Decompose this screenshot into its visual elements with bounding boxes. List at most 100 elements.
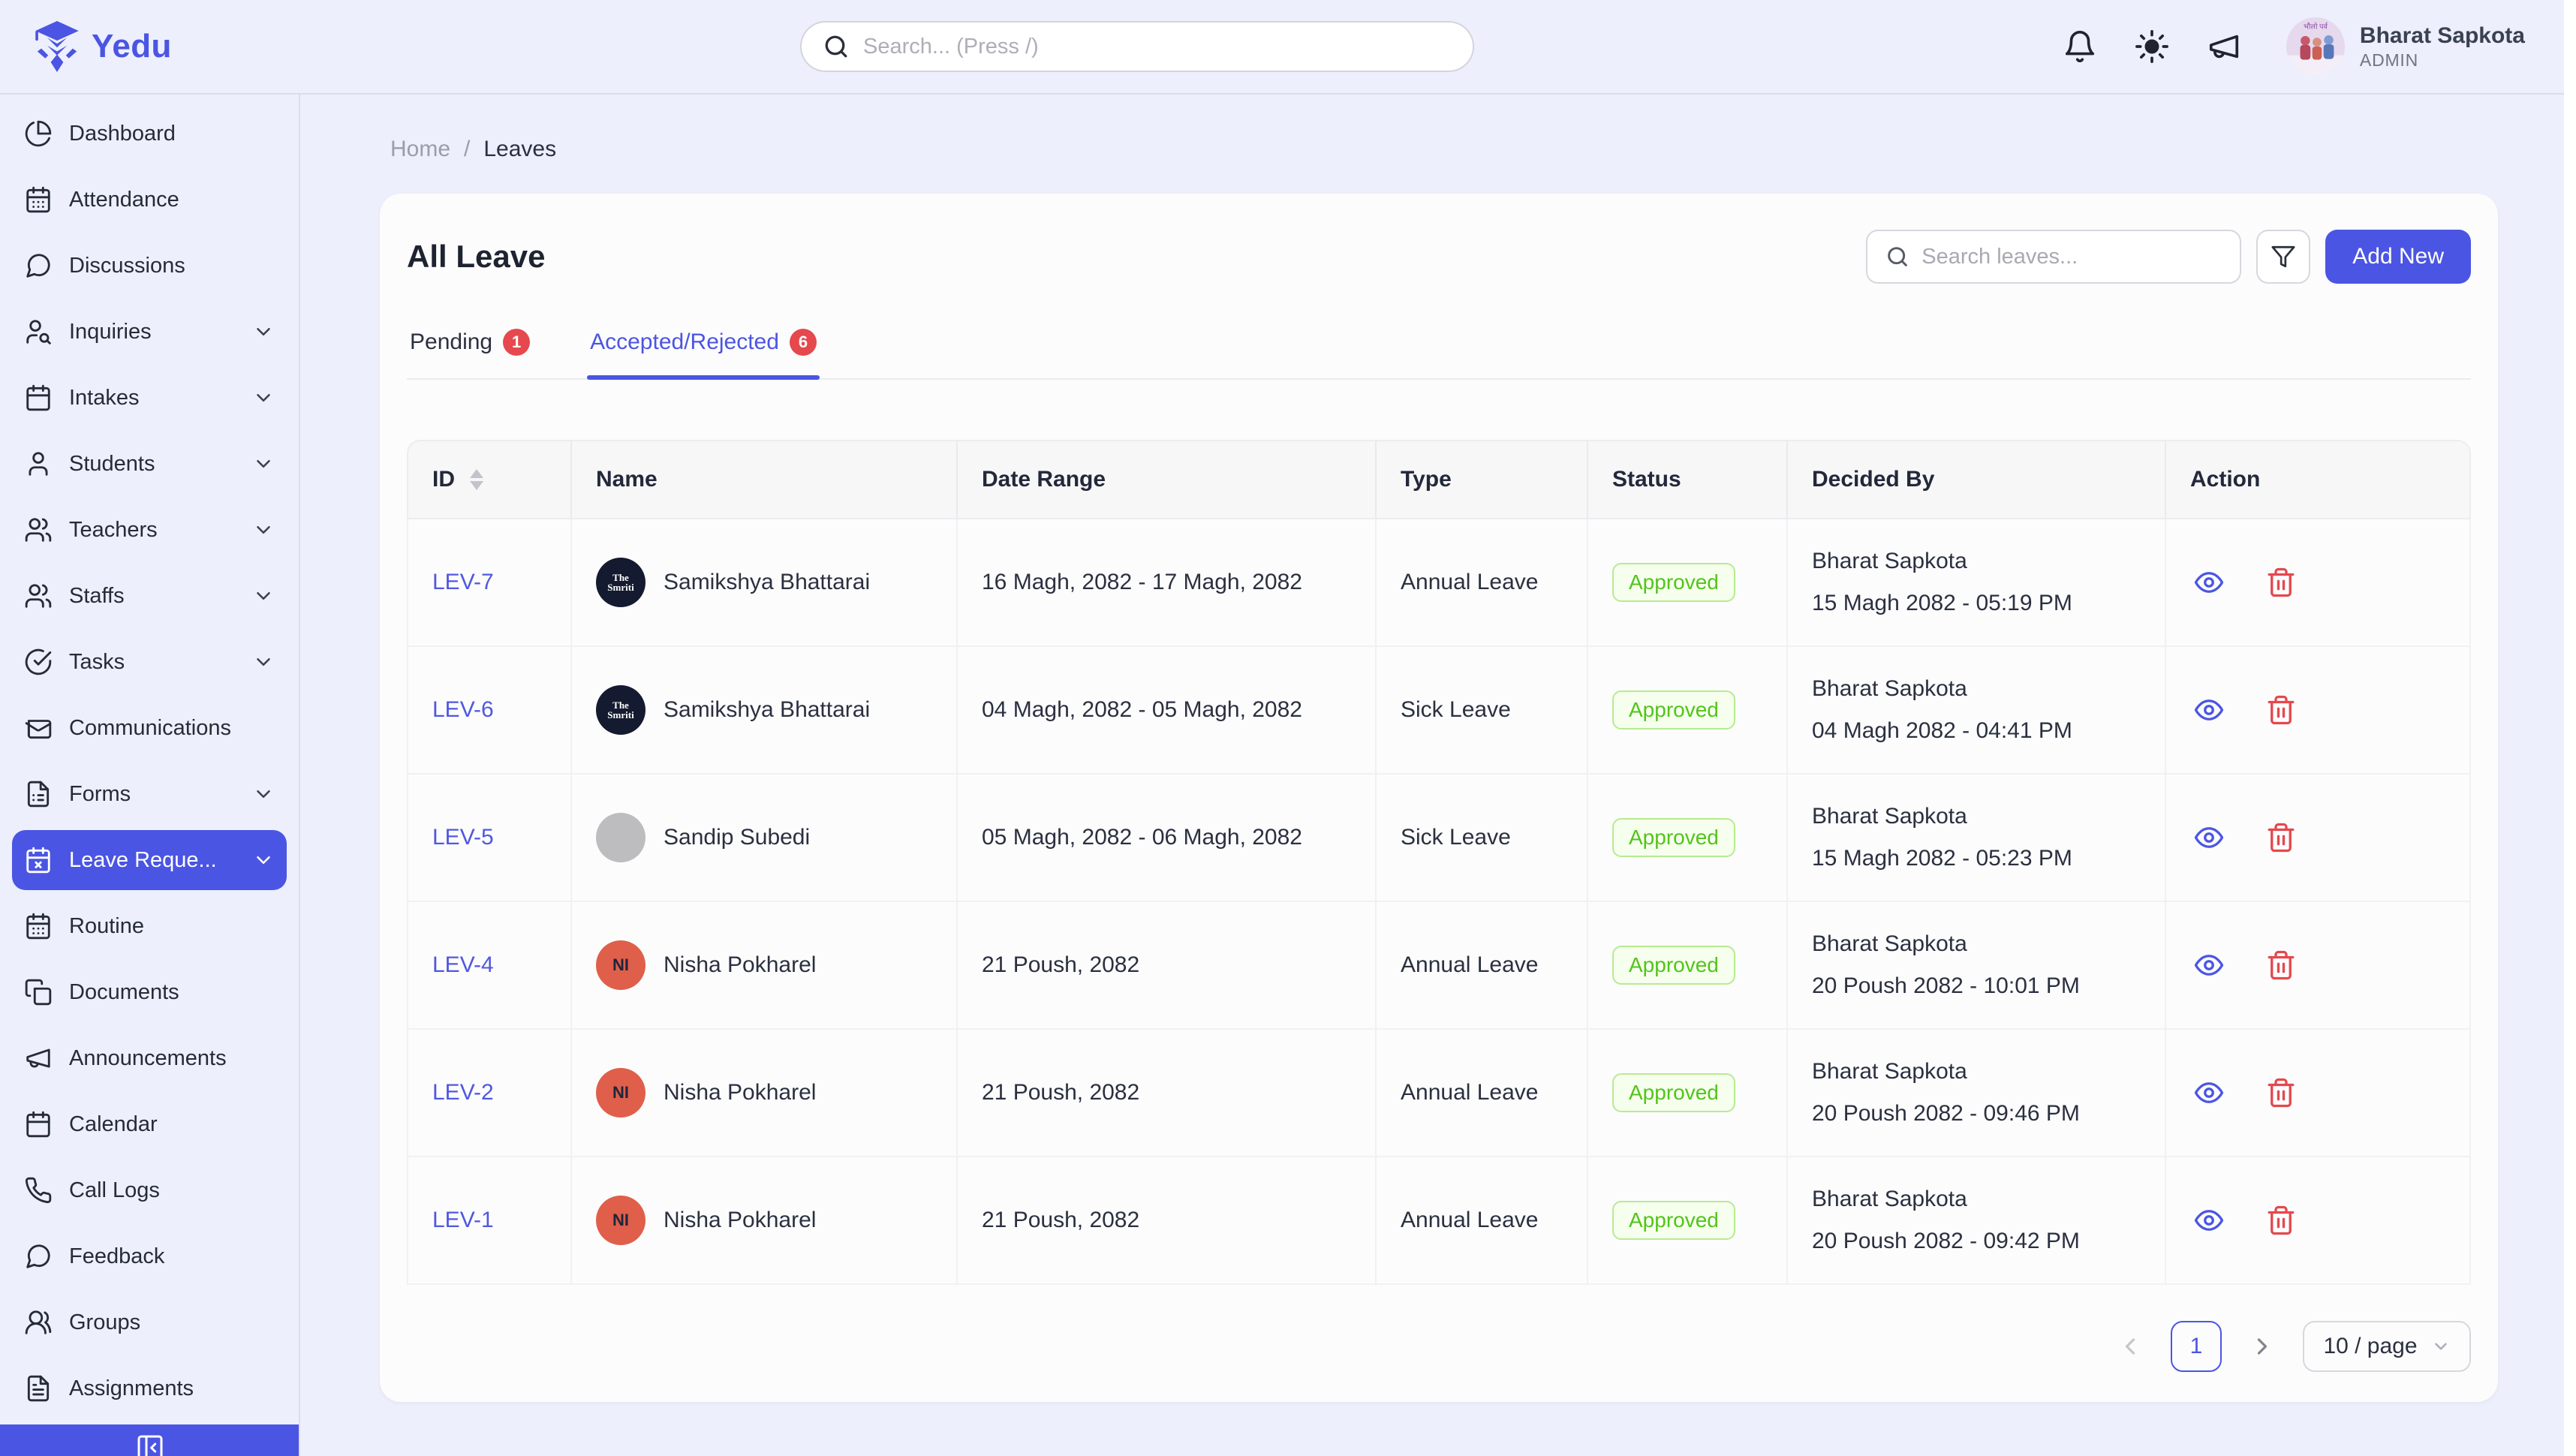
column-header-label: Name xyxy=(596,467,658,492)
cell-decided-by: Bharat Sapkota 15 Magh 2082 - 05:19 PM xyxy=(1788,519,2166,647)
copy-icon xyxy=(25,979,52,1006)
avatar: NI xyxy=(596,1196,646,1245)
brand-logo[interactable]: Yedu xyxy=(33,21,300,72)
sidebar-item-staffs[interactable]: Staffs xyxy=(12,566,287,626)
sidebar-item-inquiries[interactable]: Inquiries xyxy=(12,302,287,362)
sidebar-item-assignments[interactable]: Assignments xyxy=(12,1358,287,1418)
tab-count-badge: 1 xyxy=(503,329,531,356)
eye-icon xyxy=(2194,1210,2224,1231)
cell-date-range: 16 Magh, 2082 - 17 Magh, 2082 xyxy=(958,519,1377,647)
tab-accepted-rejected[interactable]: Accepted/Rejected 6 xyxy=(587,320,820,380)
status-badge: Approved xyxy=(1612,1201,1735,1240)
filter-button[interactable] xyxy=(2256,230,2311,284)
cell-name: The Smriti Samikshya Bhattarai xyxy=(572,519,958,647)
leave-search-input[interactable] xyxy=(1921,244,2222,269)
delete-button[interactable] xyxy=(2265,949,2297,981)
scrollbar[interactable] xyxy=(2564,0,2576,1456)
global-search-input[interactable] xyxy=(863,34,1452,59)
avatar: The Smriti xyxy=(596,558,646,607)
user-menu[interactable]: भाैलो पर्व Bharat Sapkota ADMIN xyxy=(2286,17,2525,76)
view-button[interactable] xyxy=(2193,949,2225,981)
sidebar-item-leave-reque[interactable]: Leave Reque... xyxy=(12,830,287,890)
delete-button[interactable] xyxy=(2265,694,2297,726)
chevron-down-icon xyxy=(257,526,270,534)
sidebar-item-call-logs[interactable]: Call Logs xyxy=(12,1160,287,1220)
eye-icon xyxy=(2194,1082,2224,1103)
decided-by-name: Bharat Sapkota xyxy=(1812,676,1967,701)
users-icon xyxy=(25,518,52,542)
table-row: LEV-7 The Smriti Samikshya Bhattarai 16 Magh… xyxy=(407,519,2471,647)
calendar-x-icon xyxy=(26,847,50,874)
chevron-down-icon xyxy=(257,460,270,468)
prev-page-button[interactable] xyxy=(2109,1325,2151,1367)
global-search[interactable] xyxy=(800,21,1474,72)
column-header-id[interactable]: ID xyxy=(407,440,572,519)
leave-id-link[interactable]: LEV-2 xyxy=(432,1080,494,1105)
view-button[interactable] xyxy=(2193,694,2225,726)
sidebar-item-discussions[interactable]: Discussions xyxy=(12,236,287,296)
leave-id-link[interactable]: LEV-6 xyxy=(432,697,494,722)
sidebar-collapse-button[interactable] xyxy=(0,1424,299,1456)
cell-action xyxy=(2166,1030,2471,1157)
sidebar-item-teachers[interactable]: Teachers xyxy=(12,500,287,560)
person-name: Nisha Pokharel xyxy=(664,952,817,977)
sidebar-item-forms[interactable]: Forms xyxy=(12,764,287,824)
tab-label: Accepted/Rejected xyxy=(590,329,779,354)
column-header-decided-by: Decided By xyxy=(1788,440,2166,519)
column-header-label: Decided By xyxy=(1812,467,1935,492)
leave-id-link[interactable]: LEV-4 xyxy=(432,952,494,977)
sidebar-item-calendar[interactable]: Calendar xyxy=(12,1094,287,1154)
add-new-button[interactable]: Add New xyxy=(2325,230,2471,284)
sidebar-item-tasks[interactable]: Tasks xyxy=(12,632,287,692)
leave-id-link[interactable]: LEV-5 xyxy=(432,825,494,850)
sidebar-item-students[interactable]: Students xyxy=(12,434,287,494)
sun-icon[interactable] xyxy=(2135,29,2169,64)
sort-icon[interactable] xyxy=(470,469,483,490)
calendar-days-icon xyxy=(26,186,50,213)
message-circle-icon xyxy=(26,1244,50,1268)
delete-button[interactable] xyxy=(2265,822,2297,853)
page-number-button[interactable]: 1 xyxy=(2171,1321,2222,1372)
sidebar-item-attendance[interactable]: Attendance xyxy=(12,170,287,230)
sidebar-item-intakes[interactable]: Intakes xyxy=(12,368,287,428)
sidebar-item-label: Students xyxy=(69,451,155,476)
view-button[interactable] xyxy=(2193,1077,2225,1109)
table-row: LEV-2 NI Nisha Pokharel 21 Poush, 2082 Annua… xyxy=(407,1030,2471,1157)
sidebar-item-announcements[interactable]: Announcements xyxy=(12,1028,287,1088)
view-button[interactable] xyxy=(2193,1205,2225,1236)
person-name: Nisha Pokharel xyxy=(664,1208,817,1232)
delete-button[interactable] xyxy=(2265,1205,2297,1236)
sidebar-item-label: Staffs xyxy=(69,583,125,608)
message-circle-icon xyxy=(26,254,50,278)
view-button[interactable] xyxy=(2193,822,2225,853)
sidebar-item-routine[interactable]: Routine xyxy=(12,896,287,956)
bell-icon[interactable] xyxy=(2063,29,2097,64)
decided-by-name: Bharat Sapkota xyxy=(1812,931,1967,956)
sidebar-item-feedback[interactable]: Feedback xyxy=(12,1226,287,1286)
breadcrumb-home[interactable]: Home xyxy=(390,137,451,161)
sidebar-item-groups[interactable]: Groups xyxy=(12,1292,287,1352)
next-page-button[interactable] xyxy=(2241,1325,2283,1367)
calendar-icon xyxy=(26,384,50,411)
leave-type-value: Annual Leave xyxy=(1401,1208,1539,1232)
megaphone-icon[interactable] xyxy=(2207,29,2241,64)
view-button[interactable] xyxy=(2193,567,2225,598)
table-header: ID Name Date Range Type Status Decided By Acti… xyxy=(407,440,2471,519)
sidebar-item-label: Intakes xyxy=(69,385,140,410)
cell-status: Approved xyxy=(1588,775,1788,902)
sidebar-item-dashboard[interactable]: Dashboard xyxy=(12,104,287,164)
tab-pending[interactable]: Pending 1 xyxy=(407,320,533,378)
leave-id-link[interactable]: LEV-7 xyxy=(432,570,494,594)
cell-type: Sick Leave xyxy=(1377,647,1588,775)
delete-button[interactable] xyxy=(2265,1077,2297,1109)
cell-decided-by: Bharat Sapkota 04 Magh 2082 - 04:41 PM xyxy=(1788,647,2166,775)
sidebar-item-documents[interactable]: Documents xyxy=(12,962,287,1022)
trash-icon xyxy=(2268,1078,2295,1108)
leave-search[interactable] xyxy=(1866,230,2242,284)
sidebar-item-communications[interactable]: Communications xyxy=(12,698,287,758)
page-size-select[interactable]: 10 / page xyxy=(2303,1321,2471,1372)
delete-button[interactable] xyxy=(2265,567,2297,598)
cell-action xyxy=(2166,902,2471,1030)
leave-id-link[interactable]: LEV-1 xyxy=(432,1208,494,1232)
